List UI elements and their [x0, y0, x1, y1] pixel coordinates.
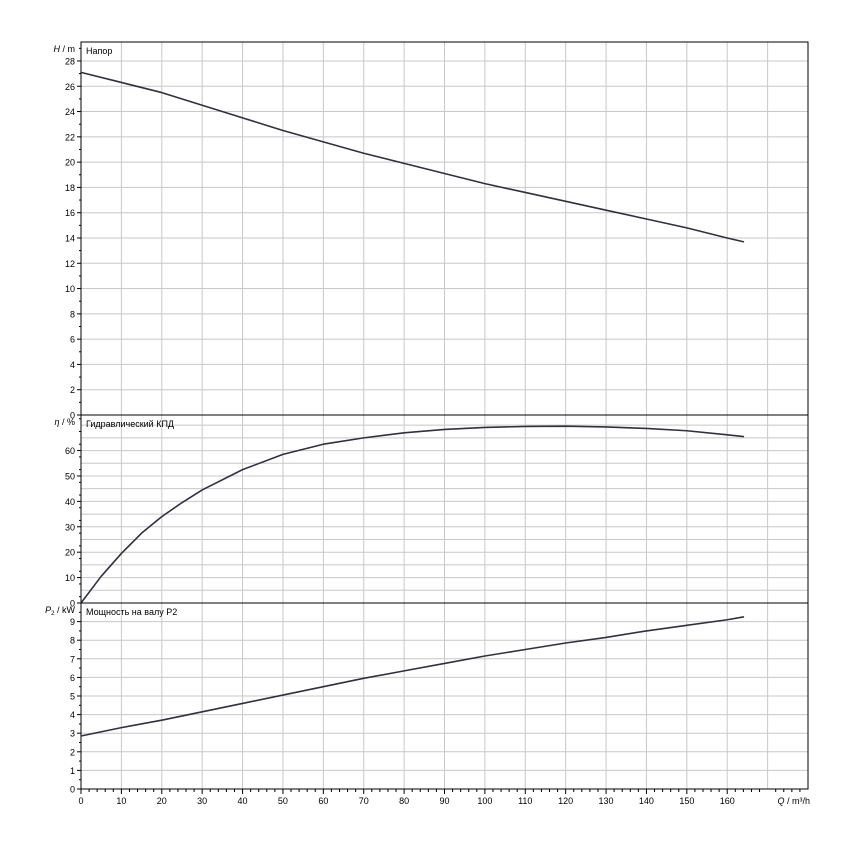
x-tick-label: 130	[599, 796, 614, 806]
power-y-tick-label: 3	[70, 729, 75, 739]
x-tick-label: 50	[278, 796, 288, 806]
power-y-tick-label: 9	[70, 617, 75, 627]
x-axis-label: Q / m³/h	[777, 796, 810, 806]
x-tick-label: 60	[318, 796, 328, 806]
power-y-tick-label: 4	[70, 710, 75, 720]
power-y-tick-label: 6	[70, 673, 75, 683]
head-y-axis-unit: / m	[60, 44, 75, 54]
x-tick-label: 20	[157, 796, 167, 806]
efficiency-y-tick-label: 0	[70, 599, 75, 609]
head-y-tick-label: 14	[65, 233, 75, 243]
x-tick-label: 10	[116, 796, 126, 806]
x-tick-label: 40	[238, 796, 248, 806]
head-y-tick-label: 8	[70, 309, 75, 319]
head-y-tick-label: 16	[65, 208, 75, 218]
power-y-tick-label: 0	[70, 785, 75, 795]
x-tick-label: 120	[558, 796, 573, 806]
power-y-tick-label: 5	[70, 692, 75, 702]
head-panel-title: Напор	[86, 46, 112, 56]
x-axis-unit: / m³/h	[784, 796, 810, 806]
x-axis-var: Q	[777, 796, 784, 806]
head-curve	[80, 71, 745, 243]
x-tick-label: 30	[197, 796, 207, 806]
efficiency-y-axis-unit: / %	[59, 417, 75, 427]
x-tick-label: 110	[518, 796, 532, 806]
efficiency-panel-title: Гидравлический КПД	[86, 419, 174, 429]
head-y-tick-label: 2	[70, 385, 75, 395]
power-y-tick-label: 8	[70, 636, 75, 646]
efficiency-y-tick-label: 30	[65, 522, 75, 532]
head-y-tick-label: 26	[65, 82, 75, 92]
efficiency-y-axis-label: η / %	[54, 417, 75, 427]
efficiency-y-tick-label: 50	[65, 471, 75, 481]
head-y-tick-label: 22	[65, 132, 75, 142]
efficiency-y-tick-label: 20	[65, 548, 75, 558]
head-y-tick-label: 0	[70, 411, 75, 421]
power-y-tick-label: 2	[70, 747, 75, 757]
power-y-axis-label: P2 / kW	[45, 605, 75, 617]
efficiency-y-tick-label: 60	[65, 446, 75, 456]
x-tick-label: 140	[639, 796, 654, 806]
head-y-tick-label: 10	[65, 284, 75, 294]
efficiency-curve	[80, 425, 745, 604]
head-y-tick-label: 12	[65, 259, 75, 269]
x-tick-label: 160	[720, 796, 735, 806]
power-y-axis-sub: 2	[51, 611, 55, 617]
head-y-tick-label: 24	[65, 107, 75, 117]
head-y-tick-label: 4	[70, 360, 75, 370]
power-panel-title: Мощность на валу P2	[86, 607, 177, 617]
x-tick-label: 100	[477, 796, 492, 806]
head-y-tick-label: 6	[70, 335, 75, 345]
x-tick-label: 150	[679, 796, 694, 806]
head-y-tick-label: 18	[65, 183, 75, 193]
efficiency-y-axis-var: η	[54, 417, 59, 427]
power-y-axis-unit: / kW	[55, 605, 76, 615]
x-tick-label: 80	[399, 796, 409, 806]
efficiency-y-tick-label: 40	[65, 497, 75, 507]
x-tick-label: 90	[439, 796, 449, 806]
x-tick-label: 70	[359, 796, 369, 806]
power-curve	[80, 616, 745, 737]
head-y-tick-label: 20	[65, 158, 75, 168]
head-y-axis-var: H	[54, 44, 61, 54]
x-tick-label: 0	[78, 796, 83, 806]
head-y-tick-label: 28	[65, 56, 75, 66]
power-y-tick-label: 1	[70, 766, 75, 776]
head-y-axis-label: H / m	[54, 44, 76, 54]
power-y-axis-var: P	[45, 605, 51, 615]
power-y-tick-label: 7	[70, 654, 75, 664]
efficiency-y-tick-label: 10	[65, 573, 75, 583]
